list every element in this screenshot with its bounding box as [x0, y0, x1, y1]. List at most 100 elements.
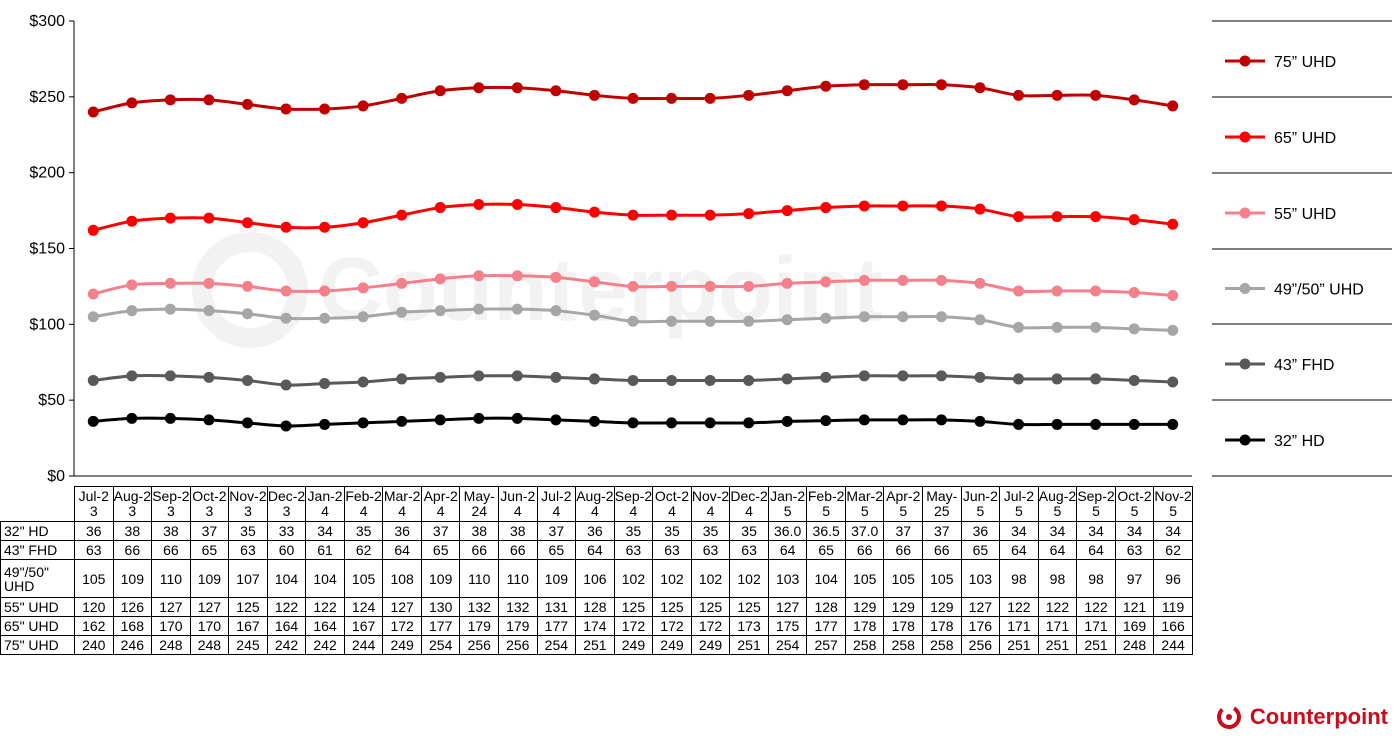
table-cell: 245: [228, 635, 268, 655]
data-point: [935, 311, 947, 323]
table-column-header: May-25: [922, 486, 962, 522]
table-cell: 251: [1037, 635, 1078, 655]
y-tick-label: $0: [47, 468, 65, 485]
data-point: [858, 370, 870, 382]
data-point: [434, 371, 446, 383]
table-cell: 64: [1076, 540, 1116, 560]
data-point: [588, 276, 600, 288]
table-row: 75" UHD 240 246 248 248 245 242 242 244 249 254 256…: [0, 635, 1193, 655]
table-cell: 64: [382, 540, 422, 560]
data-point: [666, 209, 678, 221]
table-cell: 125: [228, 597, 268, 617]
data-point: [743, 208, 755, 220]
data-point: [319, 221, 331, 233]
table-column-header: Jul-25: [999, 486, 1039, 522]
table-cell: 132: [498, 597, 538, 617]
table-cell: 63: [729, 540, 769, 560]
data-point: [550, 85, 562, 97]
table-cell: 172: [690, 616, 731, 636]
data-point: [1167, 100, 1179, 112]
line-chart: Counterpoint $0 $50 $100 $150 $200 $250 $300 7…: [29, 13, 1392, 485]
data-point: [164, 94, 176, 106]
table-column-header: Jan-24: [305, 486, 345, 522]
data-point: [473, 303, 485, 315]
table-cell: 98: [1037, 559, 1078, 598]
data-point: [511, 370, 523, 382]
table-cell: 177: [420, 616, 461, 636]
data-point: [1090, 285, 1102, 297]
table-cell: 258: [844, 635, 885, 655]
table-cell: 110: [151, 559, 191, 598]
data-point: [1167, 324, 1179, 336]
table-cell: 35: [729, 521, 769, 541]
legend-swatch-marker: [1239, 283, 1251, 294]
data-point: [1051, 321, 1063, 333]
table-cell: 172: [382, 616, 422, 636]
table-cell: 36.0: [767, 521, 808, 541]
table-cell: 244: [1153, 635, 1193, 655]
legend-swatch-marker: [1239, 358, 1251, 370]
data-point: [1128, 214, 1140, 226]
table-cell: 109: [420, 559, 461, 598]
table-cell: 38: [112, 521, 153, 541]
data-point: [858, 274, 870, 286]
data-point: [1167, 418, 1179, 430]
data-point: [87, 106, 99, 118]
table-cell: 63: [1114, 540, 1155, 560]
table-cell: 110: [459, 559, 500, 598]
data-point: [319, 312, 331, 324]
data-point: [627, 374, 639, 386]
table-cell: 179: [459, 616, 500, 636]
table-cell: 36.5: [806, 521, 846, 541]
table-row-header: 43" FHD: [0, 540, 75, 560]
table-cell: 172: [613, 616, 654, 636]
data-point: [396, 373, 408, 385]
data-point: [203, 305, 215, 317]
data-point: [473, 199, 485, 211]
table-cell: 62: [343, 540, 384, 560]
data-point: [87, 374, 99, 386]
table-cell: 104: [305, 559, 345, 598]
table-cell: 132: [459, 597, 500, 617]
data-point: [126, 305, 138, 317]
table-cell: 131: [536, 597, 577, 617]
legend-label: 43” FHD: [1274, 357, 1334, 374]
data-point: [241, 417, 253, 429]
table-cell: 125: [690, 597, 731, 617]
table-cell: 127: [382, 597, 422, 617]
counterpoint-logo-icon: [1216, 705, 1241, 729]
data-point: [704, 417, 716, 429]
table-cell: 244: [343, 635, 384, 655]
data-point: [280, 103, 292, 115]
data-point: [974, 314, 986, 326]
data-point: [550, 202, 562, 214]
table-cell: 242: [305, 635, 345, 655]
table-row-header: 65" UHD: [0, 616, 75, 636]
table-cell: 167: [228, 616, 268, 636]
data-point: [357, 376, 369, 388]
table-cell: 105: [883, 559, 924, 598]
table-cell: 251: [1076, 635, 1116, 655]
table-cell: 104: [266, 559, 307, 598]
data-point: [511, 199, 523, 211]
data-point: [1128, 286, 1140, 298]
data-point: [511, 270, 523, 282]
table-cell: 35: [228, 521, 268, 541]
table-cell: 65: [536, 540, 577, 560]
y-tick-label: $200: [29, 165, 65, 182]
data-point: [511, 303, 523, 315]
data-point: [550, 271, 562, 283]
table-column-header: Nov-24: [690, 486, 731, 522]
table-row-header: 55" UHD: [0, 597, 75, 617]
table-cell: 128: [575, 597, 615, 617]
data-point: [1051, 373, 1063, 385]
data-point: [87, 311, 99, 323]
table-cell: 178: [883, 616, 924, 636]
table-cell: 35: [613, 521, 654, 541]
table-row-header: 32" HD: [0, 521, 75, 541]
data-point: [1013, 321, 1025, 333]
table-corner: [1, 487, 75, 522]
data-point: [1090, 321, 1102, 333]
table-cell: 37: [536, 521, 577, 541]
table-cell: 176: [960, 616, 1001, 636]
